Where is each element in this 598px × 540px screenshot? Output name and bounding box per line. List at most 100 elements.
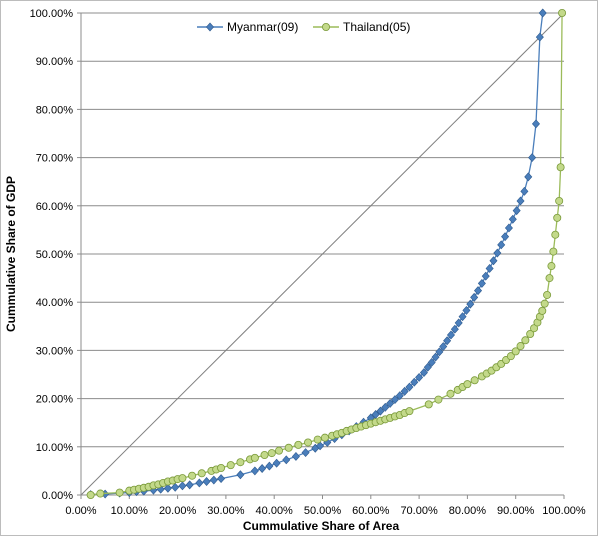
data-point-thailand-05 <box>304 438 313 447</box>
data-point-thailand-05 <box>521 336 530 345</box>
data-point-myanmar-09 <box>485 264 494 273</box>
data-point-myanmar-09 <box>316 441 325 451</box>
data-point-myanmar-09 <box>217 474 226 484</box>
data-point-thailand-05 <box>178 474 187 483</box>
data-point-thailand-05 <box>526 330 535 339</box>
data-point-myanmar-09 <box>450 324 459 334</box>
data-point-myanmar-09 <box>376 406 385 416</box>
equality-line <box>80 12 565 496</box>
data-point-thailand-05 <box>294 440 303 449</box>
data-point-thailand-05 <box>556 163 565 172</box>
data-point-thailand-05 <box>424 400 433 409</box>
x-tick-label: 80.00% <box>449 505 487 517</box>
data-point-myanmar-09 <box>410 377 419 387</box>
legend-label-thailand-05: Thailand(05) <box>343 20 410 34</box>
data-point-thailand-05 <box>260 450 269 459</box>
data-point-thailand-05 <box>547 262 556 271</box>
series-group <box>86 8 567 499</box>
data-point-myanmar-09 <box>439 342 448 351</box>
data-point-thailand-05 <box>313 435 322 444</box>
legend-label-myanmar-09: Myanmar(09) <box>227 20 298 34</box>
data-point-myanmar-09 <box>512 206 521 216</box>
data-point-thailand-05 <box>284 443 293 452</box>
axes: 0.00% 10.00% 20.00% 30.00% 40.00% 50.00% 60.00… <box>30 8 586 517</box>
data-point-thailand-05 <box>538 306 547 315</box>
data-point-myanmar-09 <box>470 292 479 302</box>
data-point-thailand-05 <box>549 247 558 256</box>
data-point-myanmar-09 <box>282 455 291 465</box>
data-point-myanmar-09 <box>395 391 404 401</box>
y-axis-title: Cummulative Share of GDP <box>4 176 18 332</box>
data-point-myanmar-09 <box>528 153 537 163</box>
x-tick-label: 40.00% <box>256 505 294 517</box>
data-point-thailand-05 <box>217 464 226 473</box>
data-point-thailand-05 <box>463 380 472 389</box>
data-point-myanmar-09 <box>202 477 211 486</box>
data-point-myanmar-09 <box>454 318 463 328</box>
equality-line-group <box>80 12 565 496</box>
data-point-thailand-05 <box>96 489 105 498</box>
y-tick-label: 30.00% <box>36 345 74 357</box>
data-point-myanmar-09 <box>516 196 525 206</box>
x-tick-label: 0.00% <box>65 505 96 517</box>
data-point-myanmar-09 <box>381 402 390 412</box>
x-tick-label: 20.00% <box>159 505 197 517</box>
data-point-thailand-05 <box>543 290 552 299</box>
data-point-thailand-05 <box>470 376 479 385</box>
data-point-myanmar-09 <box>446 330 455 340</box>
legend: Myanmar(09) Thailand(05) <box>197 20 410 34</box>
data-point-myanmar-09 <box>405 382 414 392</box>
x-tick-label: 60.00% <box>352 505 390 517</box>
data-point-thailand-05 <box>250 453 259 462</box>
data-point-myanmar-09 <box>435 347 444 357</box>
y-tick-label: 10.00% <box>36 442 74 454</box>
data-point-thailand-05 <box>275 446 284 455</box>
data-point-myanmar-09 <box>301 448 310 458</box>
data-point-myanmar-09 <box>236 470 245 480</box>
data-point-myanmar-09 <box>443 336 452 346</box>
data-point-thailand-05 <box>226 461 235 470</box>
data-point-thailand-05 <box>197 469 206 478</box>
data-point-myanmar-09 <box>531 119 540 129</box>
legend-marker-myanmar-09 <box>205 22 215 32</box>
data-point-thailand-05 <box>320 433 329 442</box>
data-point-myanmar-09 <box>466 299 475 309</box>
data-point-thailand-05 <box>555 196 564 205</box>
y-tick-label: 40.00% <box>36 297 74 309</box>
data-point-myanmar-09 <box>497 240 506 250</box>
x-tick-label: 90.00% <box>497 505 535 517</box>
data-point-myanmar-09 <box>400 386 409 396</box>
legend-marker-thailand-05 <box>321 22 330 31</box>
y-tick-label: 50.00% <box>36 249 74 261</box>
data-point-myanmar-09 <box>538 8 547 18</box>
y-tick-label: 20.00% <box>36 394 74 406</box>
data-point-myanmar-09 <box>474 286 483 296</box>
gridlines <box>81 12 564 448</box>
data-point-myanmar-09 <box>431 352 440 362</box>
x-tick-label: 10.00% <box>111 505 149 517</box>
data-point-myanmar-09 <box>462 305 471 315</box>
data-point-thailand-05 <box>516 342 525 351</box>
data-point-myanmar-09 <box>415 372 424 382</box>
data-point-myanmar-09 <box>419 368 428 378</box>
data-point-thailand-05 <box>511 347 520 356</box>
x-tick-label: 70.00% <box>400 505 438 517</box>
data-point-myanmar-09 <box>386 398 395 408</box>
y-tick-label: 100.00% <box>30 8 74 20</box>
data-point-myanmar-09 <box>390 395 399 405</box>
x-tick-label: 30.00% <box>207 505 245 517</box>
data-point-myanmar-09 <box>458 312 467 322</box>
data-point-thailand-05 <box>553 213 562 222</box>
data-point-myanmar-09 <box>504 223 513 233</box>
data-point-thailand-05 <box>540 299 549 308</box>
data-point-myanmar-09 <box>524 172 533 182</box>
data-point-thailand-05 <box>188 471 197 480</box>
y-tick-label: 0.00% <box>42 490 73 502</box>
data-point-myanmar-09 <box>171 482 180 492</box>
data-point-thailand-05 <box>405 407 414 416</box>
y-tick-label: 70.00% <box>36 153 74 165</box>
data-point-myanmar-09 <box>163 483 172 493</box>
data-point-thailand-05 <box>545 274 554 283</box>
x-tick-label: 100.00% <box>542 505 586 517</box>
